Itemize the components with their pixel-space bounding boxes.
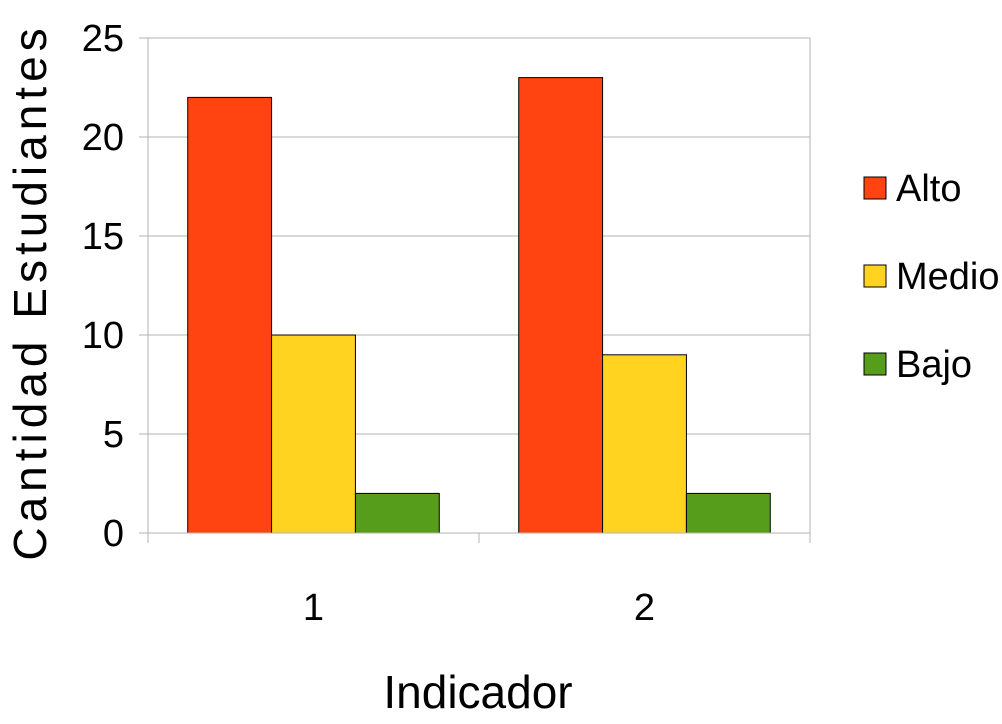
axes — [139, 37, 811, 543]
y-tick-label: 20 — [82, 117, 124, 159]
bar-medio-2 — [602, 354, 687, 534]
x-axis-title: Indicador — [383, 666, 572, 718]
bar-medio-1 — [271, 334, 356, 534]
y-tick-label: 25 — [82, 18, 124, 60]
bar-alto-1 — [187, 96, 273, 534]
y-tick-label: 10 — [82, 315, 124, 357]
legend-label: Medio — [896, 256, 1000, 298]
bar-alto-2 — [518, 77, 604, 534]
y-tick-label: 5 — [103, 414, 124, 456]
legend-swatch — [863, 264, 887, 288]
bar-bajo-1 — [354, 492, 440, 534]
bars — [187, 77, 771, 534]
legend-label: Bajo — [896, 344, 972, 386]
x-tick-label: 1 — [303, 587, 324, 629]
legend-swatch — [863, 176, 887, 200]
y-tick-label: 15 — [82, 216, 124, 258]
legend-swatch — [863, 352, 887, 376]
y-axis-title: Cantidad Estudiantes — [4, 23, 56, 560]
legend-label: Alto — [896, 168, 961, 210]
legend-item-bajo: Bajo — [863, 344, 972, 386]
bar-bajo-2 — [685, 492, 771, 534]
legend-item-alto: Alto — [863, 168, 961, 210]
y-tick-labels: 0 5 10 15 20 25 — [82, 18, 124, 555]
legend-item-medio: Medio — [863, 256, 1000, 298]
x-tick-label: 2 — [634, 587, 655, 629]
y-tick-label: 0 — [103, 513, 124, 555]
legend: Alto Medio Bajo — [863, 168, 1000, 386]
